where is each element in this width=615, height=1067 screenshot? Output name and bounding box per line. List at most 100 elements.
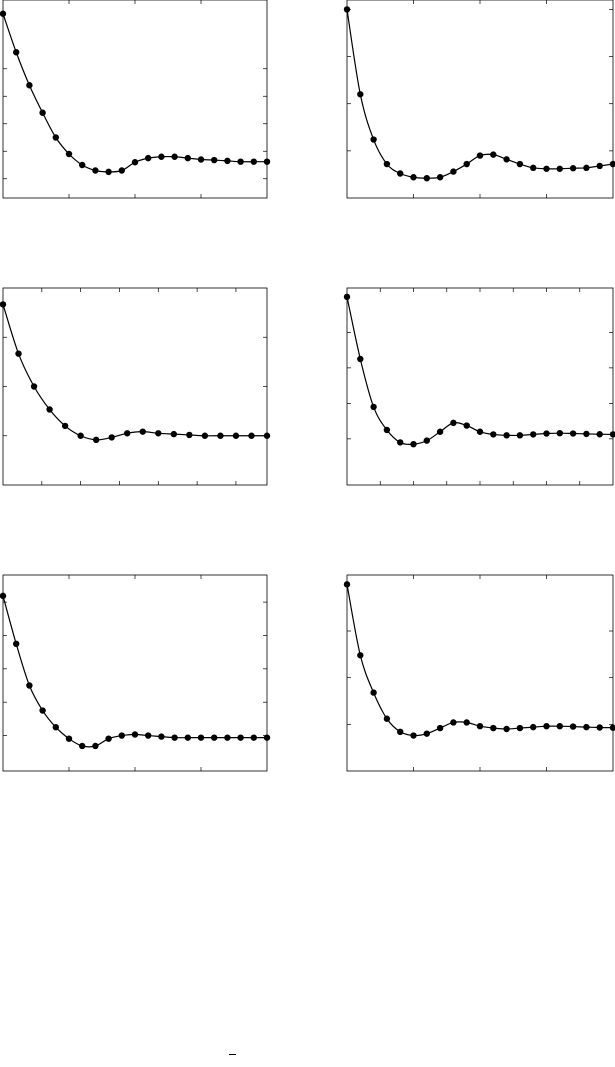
panel-frame [346, 0, 614, 199]
data-point [583, 164, 590, 172]
data-point [343, 581, 351, 588]
data-point [39, 109, 46, 116]
panel-frame [2, 0, 268, 199]
data-point [0, 592, 7, 600]
data-point [383, 160, 391, 168]
data-point [609, 160, 615, 168]
data-point [263, 158, 271, 165]
data-point [171, 153, 178, 160]
data-point [61, 422, 69, 430]
data-point [357, 652, 364, 659]
data-point [197, 734, 205, 741]
data-point [52, 724, 59, 731]
data-point [516, 432, 524, 439]
data-point [463, 719, 470, 726]
data-point [569, 430, 577, 437]
panel-row3-left [0, 574, 271, 772]
data-point [583, 723, 590, 731]
data-point [13, 49, 20, 56]
data-point [609, 724, 615, 731]
data-point [543, 430, 550, 437]
data-point [158, 153, 165, 160]
data-point [155, 430, 162, 437]
data-point [436, 174, 444, 181]
data-point [476, 723, 484, 730]
data-point [15, 350, 22, 357]
data-point [79, 161, 86, 169]
panel-frame [2, 574, 268, 772]
data-point [436, 724, 444, 732]
data-point [490, 724, 497, 732]
data-point [609, 431, 615, 438]
data-point [397, 170, 404, 177]
panel-row1-left [0, 0, 271, 199]
data-point [503, 432, 510, 439]
data-point [139, 428, 146, 435]
data-point [383, 715, 391, 722]
panel-row3-right [343, 574, 615, 772]
data-point [503, 156, 510, 163]
data-point [596, 724, 603, 731]
data-point [516, 160, 524, 168]
data-point [556, 723, 563, 730]
data-point [145, 154, 152, 162]
panel-row2-right [343, 287, 615, 486]
data-point [410, 174, 417, 181]
data-point [343, 6, 351, 13]
data-point [450, 419, 457, 427]
data-point [556, 429, 563, 437]
data-point [108, 434, 115, 441]
panel-frame [2, 287, 268, 486]
data-point [30, 383, 38, 390]
data-point [543, 723, 550, 730]
data-point [397, 439, 404, 446]
data-point [124, 430, 131, 437]
data-point [530, 723, 537, 731]
data-point [476, 428, 484, 435]
data-point [224, 157, 231, 165]
panel-frame [346, 574, 614, 772]
data-point [131, 731, 139, 738]
data-point [530, 431, 537, 438]
data-point [530, 164, 537, 172]
data-point [357, 355, 364, 363]
data-point [92, 167, 99, 174]
data-point [423, 175, 430, 182]
data-point [26, 82, 33, 89]
data-point [490, 151, 497, 158]
data-point [370, 136, 377, 143]
data-point [145, 732, 152, 739]
data-point [211, 734, 218, 741]
data-point [184, 734, 191, 741]
data-point [13, 640, 20, 648]
data-point [65, 150, 73, 158]
data-point [596, 162, 603, 170]
data-point [201, 432, 209, 439]
data-point [105, 735, 112, 742]
data-point [569, 723, 577, 730]
data-point [237, 734, 244, 741]
data-point [170, 430, 178, 438]
data-point [39, 707, 46, 714]
data-point [26, 682, 33, 689]
data-point [583, 430, 590, 438]
data-point [410, 440, 417, 448]
data-point [343, 293, 351, 301]
data-point [263, 734, 271, 741]
data-point [0, 301, 7, 308]
data-point [423, 437, 430, 444]
data-point [370, 403, 377, 411]
data-point [423, 730, 430, 737]
data-point [463, 160, 470, 168]
data-point [118, 732, 126, 739]
data-point [250, 734, 257, 741]
panel-frame [346, 287, 614, 486]
data-point [476, 152, 484, 159]
data-point [46, 406, 53, 413]
data-point [370, 689, 377, 696]
data-point [65, 735, 73, 742]
data-point [184, 154, 191, 162]
data-point [596, 431, 603, 438]
data-point [357, 91, 364, 98]
